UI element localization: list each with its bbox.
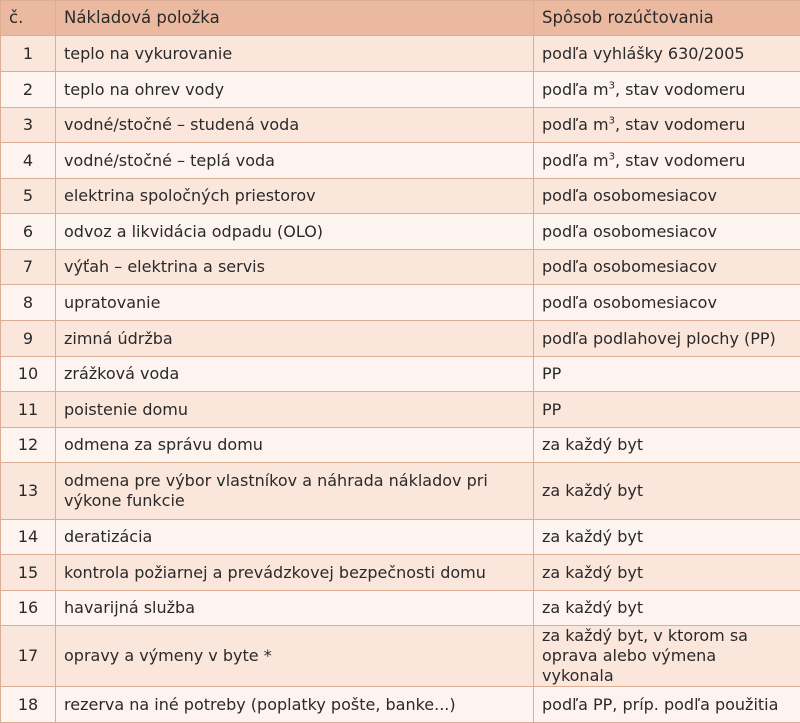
cell: PP — [534, 357, 800, 392]
cell: výťah – elektrina a servis — [56, 250, 534, 285]
cell: za každý byt — [534, 428, 800, 463]
cell: poistenie domu — [56, 392, 534, 428]
row-number: 2 — [1, 72, 56, 108]
cell: podľa osobomesiacov — [534, 214, 800, 250]
cell-text: podľa m — [542, 115, 609, 134]
row-number: 8 — [1, 285, 56, 321]
row-number: 7 — [1, 250, 56, 285]
cell: opravy a výmeny v byte * — [56, 626, 534, 687]
cell: zrážková voda — [56, 357, 534, 392]
row-number: 4 — [1, 143, 56, 179]
row-number: 10 — [1, 357, 56, 392]
cell-text: , stav vodomeru — [615, 151, 746, 170]
header-row: č. Nákladová položka Spôsob rozúčtovania — [1, 1, 800, 36]
cell: za každý byt — [534, 463, 800, 520]
cell: podľa m3, stav vodomeru — [534, 143, 800, 179]
cell: za každý byt — [534, 555, 800, 591]
cell: havarijná služba — [56, 591, 534, 626]
row-number: 3 — [1, 108, 56, 143]
row-number: 5 — [1, 179, 56, 214]
cell: elektrina spoločných priestorov — [56, 179, 534, 214]
cell: podľa osobomesiacov — [534, 250, 800, 285]
cell: odmena za správu domu — [56, 428, 534, 463]
row-number: 17 — [1, 626, 56, 687]
cell-text: , stav vodomeru — [615, 115, 746, 134]
cell-text: , stav vodomeru — [615, 80, 746, 99]
row-number: 13 — [1, 463, 56, 520]
row-number: 14 — [1, 520, 56, 555]
cell: podľa podlahovej plochy (PP) — [534, 321, 800, 357]
row-number: 11 — [1, 392, 56, 428]
cell: deratizácia — [56, 520, 534, 555]
cell: PP — [534, 392, 800, 428]
row-number: 9 — [1, 321, 56, 357]
cell: teplo na ohrev vody — [56, 72, 534, 108]
row-number: 1 — [1, 36, 56, 72]
cell: vodné/stočné – studená voda — [56, 108, 534, 143]
cell: za každý byt — [534, 520, 800, 555]
row-number: 6 — [1, 214, 56, 250]
cell: podľa m3, stav vodomeru — [534, 108, 800, 143]
cell: vodné/stočné – teplá voda — [56, 143, 534, 179]
row-number: 15 — [1, 555, 56, 591]
header-cell: č. — [1, 1, 56, 36]
cell: podľa PP, príp. podľa použitia — [534, 687, 800, 723]
cell: kontrola požiarnej a prevádzkovej bezpeč… — [56, 555, 534, 591]
cell: rezerva na iné potreby (poplatky pošte, … — [56, 687, 534, 723]
cell: podľa m3, stav vodomeru — [534, 72, 800, 108]
cell-text: podľa m — [542, 151, 609, 170]
cell: podľa vyhlášky 630/2005 — [534, 36, 800, 72]
cell: teplo na vykurovanie — [56, 36, 534, 72]
header-cell: Spôsob rozúčtovania — [534, 1, 800, 36]
row-number: 12 — [1, 428, 56, 463]
cell: za každý byt — [534, 591, 800, 626]
cell: odvoz a likvidácia odpadu (OLO) — [56, 214, 534, 250]
cell: odmena pre výbor vlastníkov a náhrada ná… — [56, 463, 534, 520]
row-number: 16 — [1, 591, 56, 626]
row-number: 18 — [1, 687, 56, 723]
header-cell: Nákladová položka — [56, 1, 534, 36]
cell: podľa osobomesiacov — [534, 285, 800, 321]
cell: upratovanie — [56, 285, 534, 321]
cell: zimná údržba — [56, 321, 534, 357]
cell: podľa osobomesiacov — [534, 179, 800, 214]
cell: za každý byt, v ktorom sa oprava alebo v… — [534, 626, 800, 687]
cell-text: podľa m — [542, 80, 609, 99]
